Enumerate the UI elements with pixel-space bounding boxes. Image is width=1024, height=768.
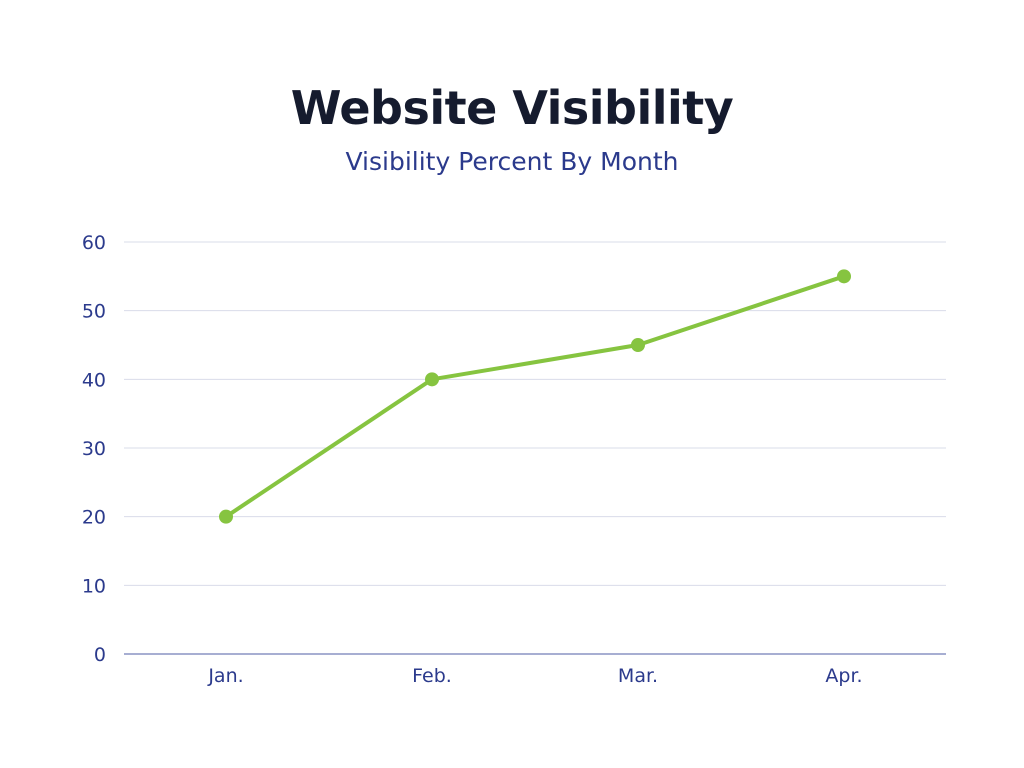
- x-tick-label: Mar.: [618, 665, 658, 687]
- x-tick-labels: Jan. Feb. Mar. Apr.: [207, 665, 862, 687]
- y-tick-label: 0: [94, 644, 106, 666]
- data-point: [219, 509, 233, 524]
- data-point: [631, 338, 645, 352]
- series: [219, 269, 851, 524]
- series-line: [224, 274, 846, 519]
- x-tick-label: Apr.: [825, 665, 862, 687]
- data-point: [425, 372, 439, 387]
- x-tick-label: Feb.: [412, 665, 452, 687]
- x-tick-label: Jan.: [207, 665, 243, 687]
- y-tick-label: 50: [82, 301, 106, 323]
- y-tick-label: 20: [82, 507, 106, 529]
- y-tick-labels: 0 10 20 30 40 50 60: [82, 232, 106, 666]
- chart-subtitle: Visibility Percent By Month: [345, 147, 679, 176]
- data-point: [837, 269, 851, 284]
- y-tick-label: 60: [82, 232, 106, 254]
- chart-title: Website Visibility: [290, 81, 734, 135]
- y-tick-label: 30: [82, 438, 106, 460]
- y-tick-label: 10: [82, 575, 106, 597]
- gridlines: [124, 241, 946, 586]
- y-tick-label: 40: [82, 369, 106, 391]
